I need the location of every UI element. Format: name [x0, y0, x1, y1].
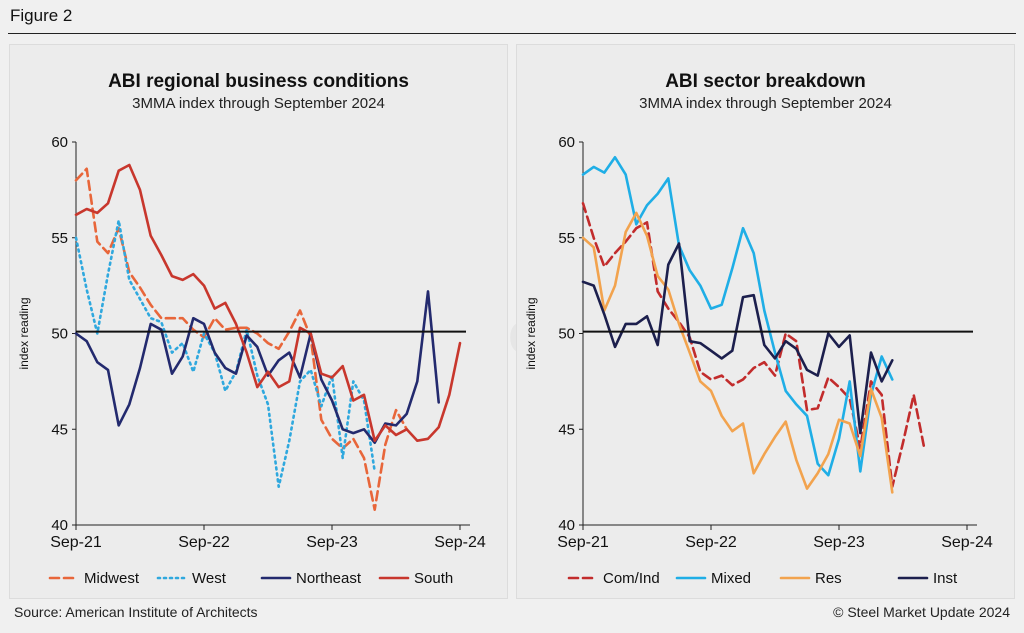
y-tick-label: 50 [51, 326, 68, 343]
x-tick-label: Sep-21 [50, 534, 102, 551]
y-tick-label: 45 [558, 421, 575, 438]
chart-title: ABI sector breakdown [665, 71, 866, 92]
chart-subtitle: 3MMA index through September 2024 [132, 95, 385, 112]
x-tick-label: Sep-23 [813, 534, 865, 551]
source-note: Source: American Institute of Architects [14, 604, 258, 620]
series-line-northeast [74, 290, 441, 445]
x-tick-label: Sep-21 [557, 534, 609, 551]
chart-title: ABI regional business conditions [108, 71, 409, 92]
chart-panel-regional: ABI regional business conditions 3MMA in… [9, 44, 508, 599]
series-line-south [74, 163, 462, 443]
y-tick-label: 55 [558, 230, 575, 247]
legend-label: Mixed [711, 570, 751, 587]
copyright-note: © Steel Market Update 2024 [833, 604, 1010, 620]
legend-label: Midwest [84, 570, 140, 587]
x-tick-label: Sep-24 [941, 534, 993, 551]
y-tick-label: 45 [51, 421, 68, 438]
x-tick-label: Sep-22 [178, 534, 230, 551]
legend-label: Com/Ind [603, 570, 660, 587]
chart-subtitle: 3MMA index through September 2024 [639, 95, 892, 112]
legend-label: South [414, 570, 453, 587]
header-rule [8, 33, 1016, 34]
figure-label: Figure 2 [10, 6, 73, 25]
y-tick-label: 40 [558, 517, 575, 534]
y-tick-label: 60 [51, 134, 68, 151]
legend-label: Northeast [296, 570, 362, 587]
series-line-res [581, 211, 894, 494]
chart-plot-regional: 40 45 50 55 60 Sep-21 Sep-22 Sep-23 Sep-24 index … [17, 134, 486, 587]
y-tick-label: 60 [558, 134, 575, 151]
legend-label: West [192, 570, 227, 587]
legend-label: Res [815, 570, 842, 587]
y-axis-label: index reading [524, 297, 538, 369]
chart-plot-sector: 40 45 50 55 60 Sep-21 Sep-22 Sep-23 Sep-24 index … [524, 134, 993, 587]
legend-label: Inst [933, 570, 958, 587]
x-tick-label: Sep-22 [685, 534, 737, 551]
series-line-west [74, 219, 377, 489]
x-tick-label: Sep-24 [434, 534, 486, 551]
series-line-midwest [74, 167, 409, 512]
y-tick-label: 55 [51, 230, 68, 247]
y-tick-label: 40 [51, 517, 68, 534]
chart-panel-sector: ABI sector breakdown 3MMA index through … [516, 44, 1015, 599]
series-line-com-ind [581, 202, 926, 489]
y-axis-label: index reading [17, 297, 31, 369]
x-tick-label: Sep-23 [306, 534, 358, 551]
series-line-inst [581, 242, 894, 435]
y-tick-label: 50 [558, 326, 575, 343]
